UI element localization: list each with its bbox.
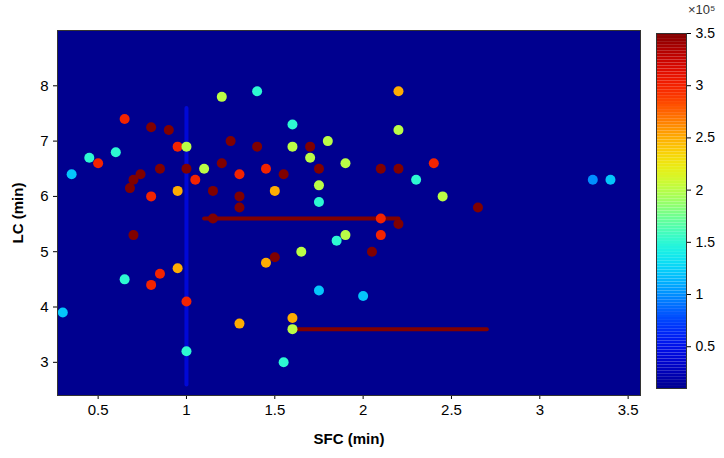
svg-text:3: 3 [536,401,544,418]
svg-text:SFC (min): SFC (min) [314,430,385,447]
svg-text:7: 7 [40,132,48,149]
svg-text:1: 1 [696,286,704,302]
svg-text:8: 8 [40,77,48,94]
svg-text:3: 3 [40,353,48,370]
svg-text:1: 1 [182,401,190,418]
svg-text:0.5: 0.5 [88,401,109,418]
svg-text:2.5: 2.5 [441,401,462,418]
svg-text:3.5: 3.5 [696,25,716,41]
svg-text:0.5: 0.5 [696,338,716,354]
svg-text:6: 6 [40,187,48,204]
html-text:×10⁵: ×10⁵ [688,2,716,17]
svg-text:1.5: 1.5 [264,401,285,418]
svg-text:3.5: 3.5 [618,401,639,418]
svg-text:LC (min): LC (min) [9,183,26,244]
svg-text:2: 2 [359,401,367,418]
svg-text:4: 4 [40,298,48,315]
svg-text:1.5: 1.5 [696,234,716,250]
svg-text:2.5: 2.5 [696,129,716,145]
svg-text:2: 2 [696,182,704,198]
svg-text:3: 3 [696,77,704,93]
svg-text:5: 5 [40,243,48,260]
